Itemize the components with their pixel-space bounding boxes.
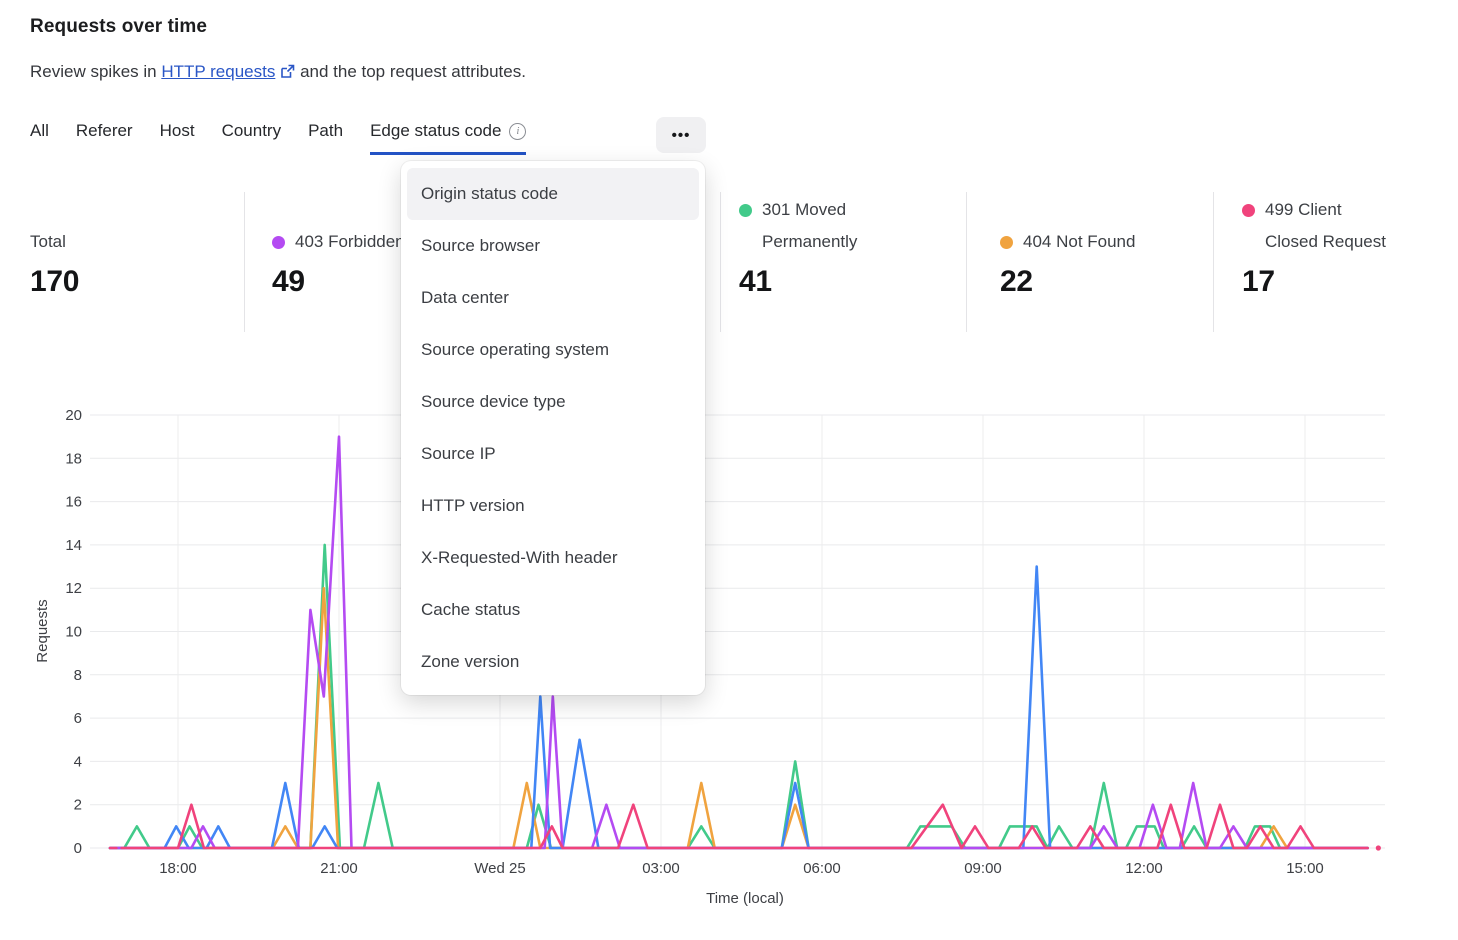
y-tick-label: 2: [74, 797, 82, 814]
tab-label: Country: [221, 121, 282, 140]
stat-label: 301 Moved: [739, 194, 857, 226]
x-tick-label: 18:00: [159, 860, 197, 877]
tab-country[interactable]: Country: [222, 121, 282, 155]
stat-label: 403 Forbidden: [272, 226, 405, 258]
series-line-blue: [108, 565, 1369, 850]
tab-label: All: [30, 121, 49, 140]
dropdown-item-x-requested-with-header[interactable]: X-Requested-With header: [421, 548, 618, 567]
series-color-dot: [1242, 203, 1255, 217]
subtitle-text: Review spikes in: [30, 62, 162, 81]
x-tick-label: 12:00: [1125, 860, 1163, 877]
x-tick-label: 15:00: [1286, 860, 1324, 877]
tab-edge-status-code[interactable]: Edge status code i: [370, 121, 527, 155]
stat-value: 49: [272, 265, 305, 298]
series-line-301-moved-permanently: [108, 543, 1369, 850]
y-tick-label: 20: [65, 407, 82, 424]
stat-card-404-not-found: 404 Not Found 22: [1000, 190, 1135, 299]
series-line-403-forbidden: [108, 435, 1369, 850]
stat-divider: [244, 192, 245, 332]
tab-all[interactable]: All: [30, 121, 49, 155]
stat-label: Permanently: [739, 226, 857, 258]
dimension-dropdown-menu: Origin status code Source browser Data cen…: [401, 161, 705, 695]
x-tick-label: 21:00: [320, 860, 358, 877]
y-axis-title: Requests: [34, 599, 51, 662]
stat-label: 404 Not Found: [1000, 226, 1135, 258]
series-color-dot: [272, 235, 285, 249]
stat-label: Closed Request: [1242, 226, 1386, 258]
tab-label: Referer: [75, 121, 133, 140]
series-color-dot: [1000, 235, 1013, 249]
y-tick-label: 4: [74, 753, 82, 770]
http-requests-link[interactable]: HTTP requests: [161, 62, 295, 81]
dropdown-item-source-operating-system[interactable]: Source operating system: [421, 340, 610, 359]
stat-card-301-moved-permanently: 301 Moved Permanently 41: [739, 190, 857, 299]
dropdown-item-zone-version[interactable]: Zone version: [421, 652, 520, 671]
info-icon[interactable]: i: [509, 122, 527, 140]
subtitle-text-end: and the top request attributes.: [295, 62, 526, 81]
stat-label-text: 301 Moved: [762, 200, 847, 219]
dropdown-item-source-device-type[interactable]: Source device type: [421, 392, 566, 411]
dropdown-item-origin-status-code[interactable]: Origin status code: [407, 168, 699, 220]
tab-label: Path: [308, 121, 344, 140]
stat-label: Total: [30, 226, 79, 258]
y-tick-label: 10: [65, 624, 82, 641]
series-color-dot: [739, 203, 752, 217]
link-text: HTTP requests: [161, 62, 276, 81]
dimension-tabs: All Referer Host Country Path Edge status cod…: [30, 121, 527, 155]
y-tick-label: 14: [65, 537, 82, 554]
tab-referer[interactable]: Referer: [76, 121, 133, 155]
subtitle: Review spikes in HTTP requests and the t…: [30, 62, 526, 82]
external-link-icon: [281, 64, 295, 78]
stat-divider: [720, 192, 721, 332]
stat-card-total: Total 170: [30, 190, 79, 299]
stat-value: 170: [30, 265, 80, 298]
dropdown-item-data-center[interactable]: Data center: [421, 288, 509, 307]
requests-over-time-chart: 0 2 4 6 8 10 12 14 16 18 20 18:00 21:00 Wed 25 03:00 06…: [34, 407, 1385, 907]
stat-label-text: 404 Not Found: [1023, 232, 1136, 251]
series-line-499-client-closed-request: [120, 803, 1369, 850]
stat-label-text: Closed Request: [1265, 232, 1386, 251]
stat-divider: [966, 192, 967, 332]
dropdown-item-cache-status[interactable]: Cache status: [421, 600, 521, 619]
y-tick-label: 8: [74, 667, 82, 684]
x-tick-label: 06:00: [803, 860, 841, 877]
dropdown-item-source-ip[interactable]: Source IP: [421, 444, 496, 463]
stat-label-text: 499 Client: [1265, 200, 1342, 219]
stat-card-403-forbidden: 403 Forbidden 49: [272, 190, 405, 299]
tab-label: Edge status code: [370, 121, 502, 140]
stat-value: 17: [1242, 265, 1275, 298]
stat-value: 41: [739, 265, 772, 298]
stat-label-text: Permanently: [762, 232, 858, 251]
tab-label: Host: [159, 121, 195, 140]
x-axis-title: Time (local): [706, 890, 784, 907]
y-tick-label: 16: [65, 494, 82, 511]
tab-host[interactable]: Host: [160, 121, 195, 155]
stat-label-text: 403 Forbidden: [295, 232, 405, 251]
stat-divider: [1213, 192, 1214, 332]
stat-label: 499 Client: [1242, 194, 1386, 226]
tab-path[interactable]: Path: [308, 121, 343, 155]
x-tick-label: 03:00: [642, 860, 680, 877]
dropdown-item-source-browser[interactable]: Source browser: [421, 236, 541, 255]
more-dimensions-button[interactable]: •••: [656, 117, 706, 153]
x-tick-label: 09:00: [964, 860, 1002, 877]
y-tick-label: 12: [65, 580, 82, 597]
y-tick-label: 0: [74, 840, 82, 857]
stat-value: 22: [1000, 265, 1033, 298]
page-title: Requests over time: [30, 16, 208, 37]
x-tick-label: Wed 25: [474, 860, 525, 877]
y-tick-label: 6: [74, 710, 82, 727]
stat-label-text: Total: [30, 232, 66, 251]
series-end-dot: [1375, 845, 1381, 851]
stat-card-499-client-closed-request: 499 Client Closed Request 17: [1242, 190, 1386, 299]
y-tick-label: 18: [65, 450, 82, 467]
dropdown-item-http-version[interactable]: HTTP version: [421, 496, 525, 515]
